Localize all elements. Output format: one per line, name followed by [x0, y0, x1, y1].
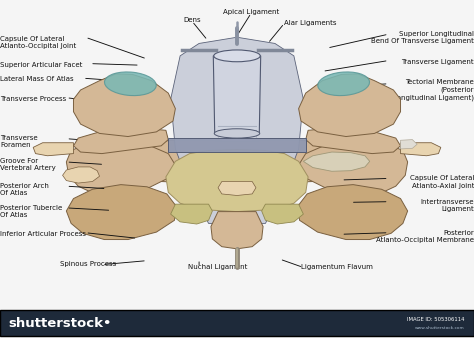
Polygon shape: [218, 182, 256, 195]
Text: Groove For
Vertebral Artery: Groove For Vertebral Artery: [0, 158, 56, 171]
Polygon shape: [168, 138, 306, 152]
Ellipse shape: [214, 50, 260, 62]
Text: shutterstock: shutterstock: [108, 123, 177, 156]
Text: shutterstock: shutterstock: [226, 176, 295, 209]
Polygon shape: [299, 142, 408, 195]
Polygon shape: [73, 127, 168, 153]
Text: Superior Articular Facet: Superior Articular Facet: [0, 62, 82, 68]
Polygon shape: [66, 185, 176, 240]
Polygon shape: [299, 74, 401, 137]
Text: Dens: Dens: [183, 17, 201, 23]
Polygon shape: [213, 56, 261, 134]
Polygon shape: [124, 140, 350, 183]
Text: Inferior Articular Process: Inferior Articular Process: [0, 231, 86, 237]
Ellipse shape: [214, 129, 260, 138]
Text: Transverse
Foramen: Transverse Foramen: [0, 135, 37, 148]
Text: Transverse Ligament: Transverse Ligament: [401, 59, 474, 65]
Text: Posterior Arch
Of Atlas: Posterior Arch Of Atlas: [0, 183, 49, 196]
Polygon shape: [298, 185, 408, 240]
Text: Apical Ligament: Apical Ligament: [223, 9, 279, 15]
FancyBboxPatch shape: [0, 310, 474, 336]
Text: Nuchal Ligament: Nuchal Ligament: [188, 264, 248, 270]
Text: www.shutterstock.com: www.shutterstock.com: [415, 326, 465, 330]
Polygon shape: [63, 167, 100, 183]
Text: Ligamentum Flavum: Ligamentum Flavum: [301, 264, 373, 270]
Text: Capsule Of Lateral
Atlanto-Axial Joint: Capsule Of Lateral Atlanto-Axial Joint: [410, 175, 474, 189]
Text: shutterstock•: shutterstock•: [9, 316, 112, 330]
Polygon shape: [166, 149, 308, 212]
Polygon shape: [262, 204, 303, 224]
Polygon shape: [211, 212, 263, 249]
Polygon shape: [66, 142, 175, 195]
Text: Intertransverse
Ligament: Intertransverse Ligament: [420, 199, 474, 212]
Text: Tectorial Membrane
(Posterior
Longitudinal Ligament): Tectorial Membrane (Posterior Longitudin…: [393, 79, 474, 101]
Polygon shape: [303, 152, 370, 171]
Text: Spinous Process: Spinous Process: [60, 261, 116, 267]
Text: Lateral Mass Of Atlas: Lateral Mass Of Atlas: [0, 76, 73, 82]
Text: Capsule Of Lateral
Atlanto-Occipital Joint: Capsule Of Lateral Atlanto-Occipital Joi…: [0, 36, 76, 49]
Polygon shape: [33, 143, 73, 156]
Polygon shape: [306, 127, 401, 153]
Ellipse shape: [104, 72, 156, 96]
Text: Posterior
Atlanto-Occipital Membrane: Posterior Atlanto-Occipital Membrane: [376, 230, 474, 243]
Polygon shape: [401, 140, 417, 149]
Polygon shape: [401, 143, 441, 156]
Text: Superior Longitudinal
Bend Of Transverse Ligament: Superior Longitudinal Bend Of Transverse…: [371, 31, 474, 44]
Polygon shape: [73, 74, 175, 137]
Polygon shape: [171, 37, 303, 223]
Text: IMAGE ID: 505306114: IMAGE ID: 505306114: [407, 317, 465, 322]
Polygon shape: [171, 204, 212, 224]
Text: Posterior Tubercle
Of Atlas: Posterior Tubercle Of Atlas: [0, 205, 62, 218]
Text: Alar Ligaments: Alar Ligaments: [284, 20, 337, 26]
Ellipse shape: [318, 72, 370, 96]
Text: Transverse Process: Transverse Process: [0, 96, 66, 102]
